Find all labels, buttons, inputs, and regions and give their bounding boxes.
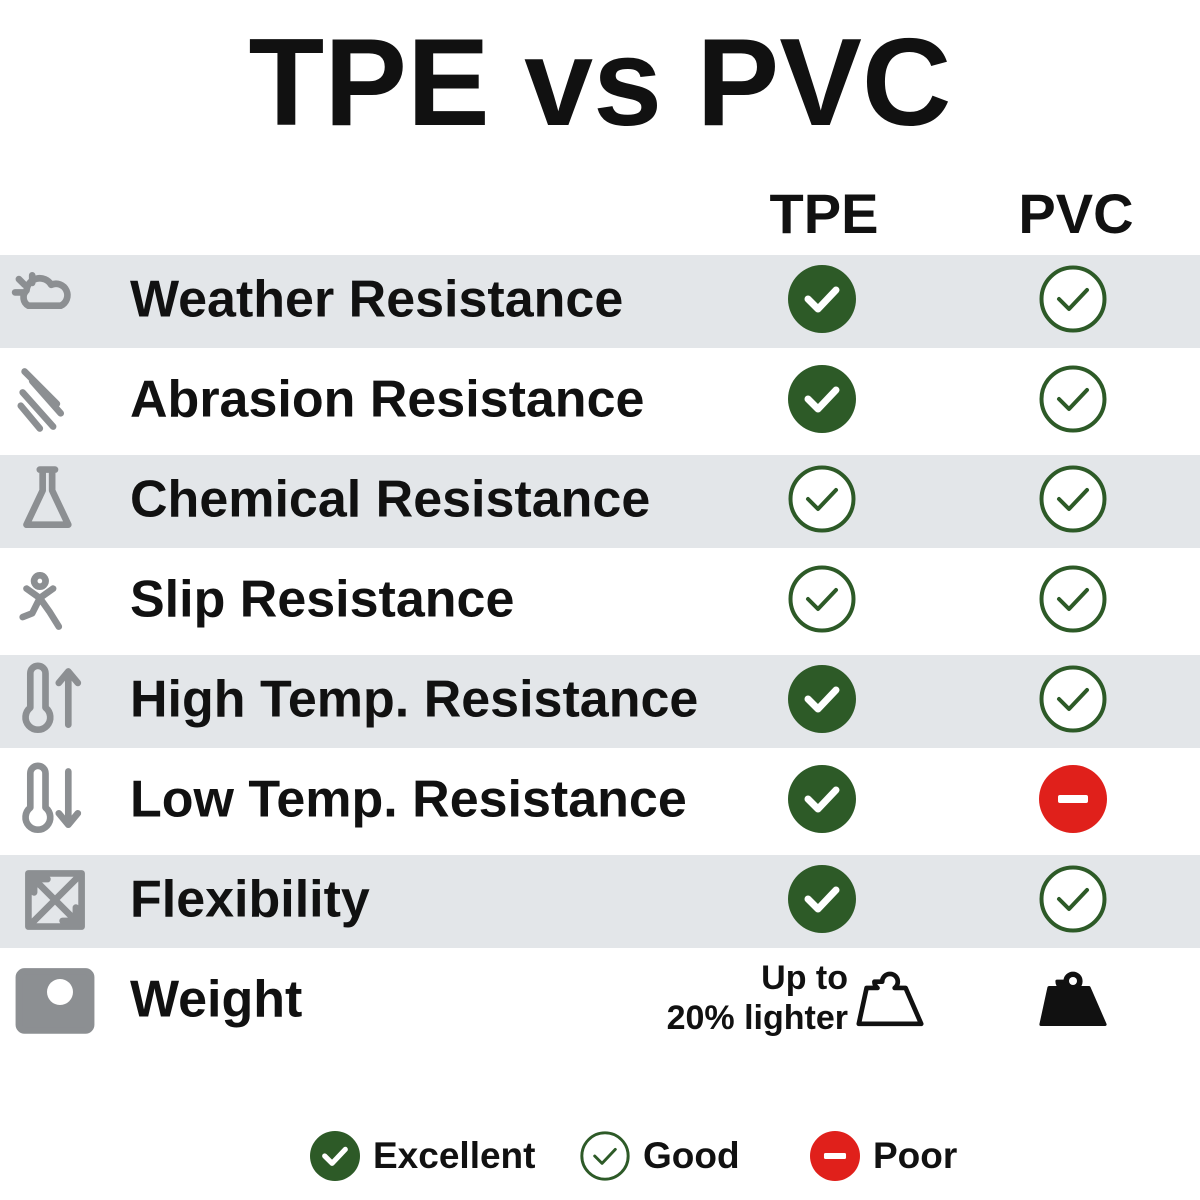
rating-icon xyxy=(310,1131,360,1181)
icon-check xyxy=(1057,288,1089,311)
icon-circle xyxy=(788,665,856,733)
icon-check xyxy=(806,488,838,511)
weight-note: 20% lighter xyxy=(667,999,848,1037)
icon-circle xyxy=(1039,365,1107,433)
icon-check xyxy=(322,1146,348,1166)
rating-icon xyxy=(788,665,856,733)
rating-icon xyxy=(1039,365,1107,433)
row-label: Weather Resistance xyxy=(130,271,623,329)
legend-label: Good xyxy=(643,1135,740,1176)
icon-check xyxy=(804,286,840,313)
rating-icon xyxy=(788,865,856,933)
icon-circle xyxy=(1039,565,1107,633)
icon-circle xyxy=(580,1131,630,1181)
column-header: PVC xyxy=(1018,182,1133,245)
rating-icon xyxy=(788,565,856,633)
icon-circle xyxy=(788,765,856,833)
icon-check xyxy=(804,686,840,713)
rating-icon xyxy=(788,365,856,433)
weight-icon-heavy xyxy=(1039,971,1107,1027)
icon-circle xyxy=(788,565,856,633)
row-icon xyxy=(17,368,65,432)
dial xyxy=(47,979,73,1005)
icon-bar xyxy=(823,1153,847,1159)
row-icon xyxy=(23,466,72,529)
row-icon xyxy=(11,271,71,310)
icon-bar xyxy=(1058,795,1088,803)
icon-check xyxy=(1057,588,1089,611)
icon-check xyxy=(804,786,840,813)
row-icon xyxy=(22,762,82,833)
icon-check xyxy=(1057,688,1089,711)
row-label: Weight xyxy=(130,971,302,1029)
row-label: Slip Resistance xyxy=(130,571,514,629)
legend-label: Excellent xyxy=(373,1135,535,1176)
rating-icon xyxy=(580,1131,630,1181)
rating-icon xyxy=(810,1131,860,1181)
rating-icon xyxy=(788,465,856,533)
icon-circle xyxy=(788,865,856,933)
icon-check xyxy=(1057,388,1089,411)
rating-icon xyxy=(788,265,856,333)
row-label: Chemical Resistance xyxy=(130,471,650,529)
icon-circle xyxy=(1039,265,1107,333)
row-band xyxy=(0,455,1200,548)
icon-check xyxy=(593,1147,617,1165)
row-icon xyxy=(22,662,82,733)
icon-check xyxy=(804,886,840,913)
icon-check xyxy=(806,588,838,611)
row-icon xyxy=(19,571,63,630)
icon-circle xyxy=(788,465,856,533)
row-label: High Temp. Resistance xyxy=(130,671,698,729)
weight-icon-light xyxy=(856,971,924,1027)
icon-circle xyxy=(788,265,856,333)
weight-note: Up to xyxy=(761,959,848,997)
rating-icon xyxy=(1039,565,1107,633)
icon-circle xyxy=(1039,465,1107,533)
row-band xyxy=(0,255,1200,348)
weight-hole xyxy=(1069,977,1077,985)
row-label: Low Temp. Resistance xyxy=(130,771,687,829)
title: TPE vs PVC xyxy=(249,14,952,152)
row-band xyxy=(0,655,1200,748)
row-label: Abrasion Resistance xyxy=(130,371,644,429)
icon-circle xyxy=(788,365,856,433)
icon-circle xyxy=(1039,865,1107,933)
icon-circle xyxy=(310,1131,360,1181)
rating-icon xyxy=(1039,865,1107,933)
legend-label: Poor xyxy=(873,1135,957,1176)
column-header: TPE xyxy=(770,182,879,245)
rating-icon xyxy=(1039,665,1107,733)
row-icon xyxy=(25,870,85,930)
icon-check xyxy=(1057,488,1089,511)
rating-icon xyxy=(1039,765,1107,833)
rating-icon xyxy=(1039,265,1107,333)
rating-icon xyxy=(788,765,856,833)
row-band xyxy=(0,855,1200,948)
row-label: Flexibility xyxy=(130,871,370,929)
icon-check xyxy=(804,386,840,413)
icon-check xyxy=(1057,888,1089,911)
icon-circle xyxy=(1039,665,1107,733)
rating-icon xyxy=(1039,465,1107,533)
